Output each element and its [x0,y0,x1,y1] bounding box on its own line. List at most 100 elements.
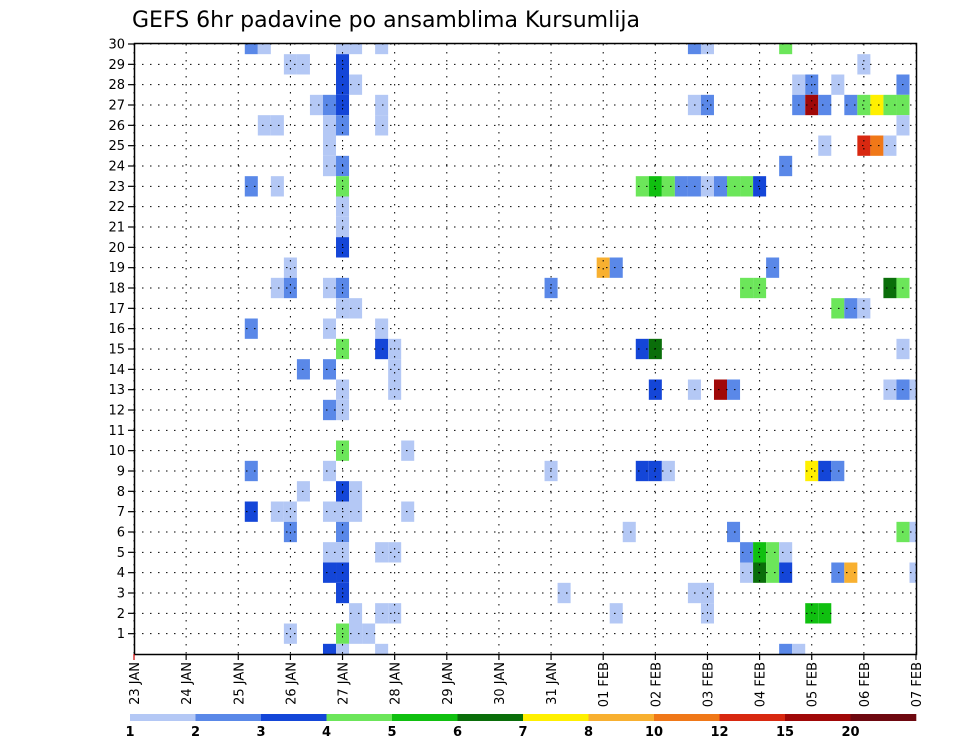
x-tick-label: 30 JAN [493,662,508,705]
cell [831,74,845,95]
x-tick-label: 24 JAN [180,662,195,705]
chart-title: GEFS 6hr padavine po ansamblima Kursumli… [132,8,640,33]
colorbar-label: 7 [518,725,527,740]
y-tick-label: 16 [108,322,125,337]
cell [322,135,337,156]
cell [322,115,337,136]
colorbar: 1 2 3 4 5 6 7 8 10 12 15 20 [125,714,917,740]
cell [375,542,389,563]
cell [349,44,363,55]
y-tick-label: 7 [117,505,125,520]
y-tick-label: 10 [108,444,125,459]
cell [375,603,389,624]
cell [270,277,284,299]
x-tick-label: 25 JAN [232,662,247,705]
cell [635,460,649,482]
x-tick-label: 23 JAN [128,662,143,705]
y-tick-label: 18 [108,282,125,297]
colorbar-swatch [392,714,458,721]
x-tick-label: 28 JAN [389,662,404,705]
cell [831,460,845,482]
y-tick-label: 24 [108,160,125,175]
cell [818,135,832,156]
cell [375,94,389,116]
cell [857,135,871,156]
y-tick-label: 26 [108,119,125,134]
cell [687,44,701,55]
x-axis: 23 JAN 24 JAN 25 JAN 26 JAN 27 JAN 28 JAN 29 J… [128,654,925,707]
cell [283,257,297,278]
cell [336,44,350,55]
cell [779,44,793,55]
cell [818,603,832,624]
cell [322,399,337,421]
cell [857,94,871,116]
cell [622,521,636,543]
y-tick-label: 6 [117,526,125,541]
x-tick-label: 06 FEB [858,662,873,707]
cell [909,379,916,400]
y-tick-label: 3 [117,587,125,602]
y-tick-label: 29 [108,58,125,73]
cell [766,257,780,278]
y-tick-label: 21 [108,221,125,236]
colorbar-label: 5 [387,725,396,740]
cell [349,623,363,644]
cell [740,542,754,563]
cell [401,501,415,522]
cell [700,44,714,55]
colorbar-label: 3 [256,725,265,740]
cell [870,94,884,116]
cell [831,298,845,319]
cell [375,338,389,360]
cell [766,542,780,563]
cell [322,155,337,177]
cell [779,542,793,563]
colorbar-swatch [130,714,196,721]
plot-frame [133,42,918,656]
colorbar-label: 8 [584,725,593,740]
cell [909,521,916,543]
colorbar-label: 10 [645,725,663,740]
cell [375,44,389,55]
cell [244,44,258,55]
x-tick-label: 04 FEB [754,662,769,707]
y-tick-label: 28 [108,78,125,93]
cell [244,318,258,339]
cell [883,135,897,156]
cell [244,460,258,482]
cell [362,623,376,644]
cell [805,460,819,482]
cell [257,115,271,136]
cell [727,176,741,197]
colorbar-label: 20 [841,725,859,740]
cell [257,44,271,55]
cell [322,501,337,522]
y-tick-label: 1 [117,627,125,642]
cell [857,54,871,75]
y-tick-label: 20 [108,241,125,256]
colorbar-swatch [719,714,786,721]
colorbar-label: 6 [453,725,462,740]
cell [609,603,623,624]
cell [349,481,363,502]
colorbar-label: 12 [710,725,728,740]
colorbar-label: 1 [125,725,134,740]
cell [700,94,714,116]
y-tick-label: 2 [117,607,125,622]
y-tick-label: 11 [108,424,125,439]
x-tick-label: 27 JAN [337,662,352,705]
cell [270,501,284,522]
cell [674,176,688,197]
y-tick-label: 9 [117,465,125,480]
cell [844,94,858,116]
cell [792,643,806,654]
colorbar-swatch [457,714,524,721]
cell [557,582,571,604]
colorbar-swatch [523,714,589,721]
cell [740,277,754,299]
y-axis: 1234567891011121314151617181920212223242… [108,38,134,642]
cell [322,542,337,563]
cell [883,277,897,299]
